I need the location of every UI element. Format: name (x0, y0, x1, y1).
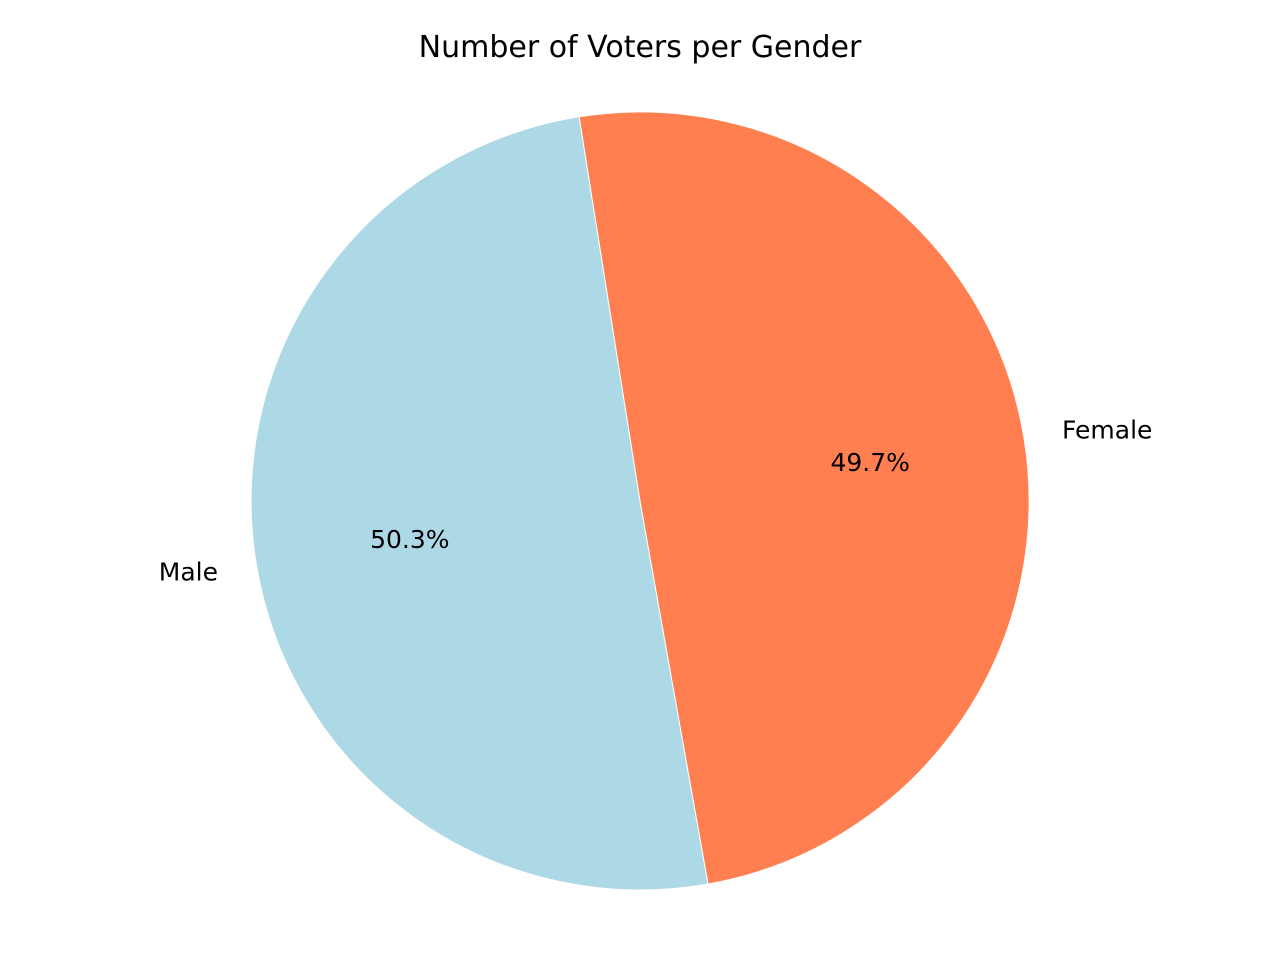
chart-title: Number of Voters per Gender (419, 30, 862, 65)
pie-slice-male (250, 116, 709, 891)
percent-label-male: 50.3% (370, 525, 449, 554)
category-label-female: Female (1062, 416, 1152, 445)
pie-slices (250, 111, 1030, 891)
pie-labels: 50.3% Male 49.7% Female (159, 416, 1153, 587)
category-label-male: Male (159, 557, 218, 586)
pie-slice-female (578, 111, 1030, 885)
percent-label-female: 49.7% (830, 448, 909, 477)
